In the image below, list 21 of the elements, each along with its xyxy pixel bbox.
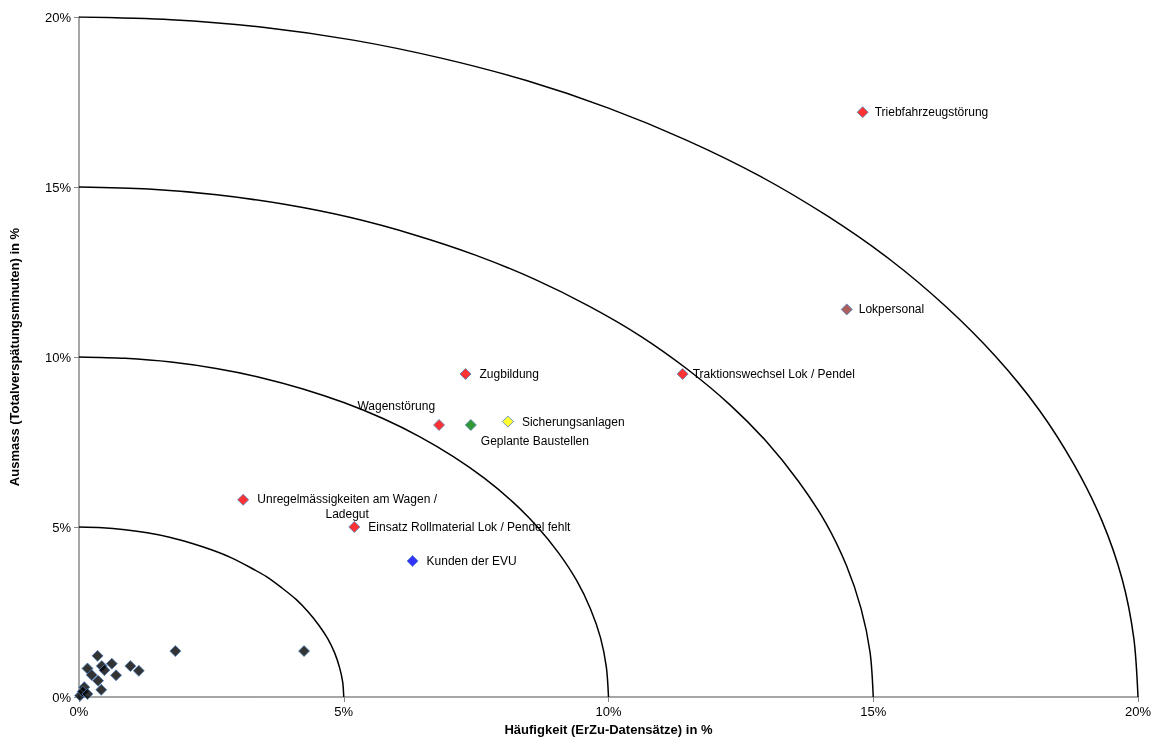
annotation: Sicherungsanlagen (521, 414, 625, 429)
y-tick-label: 5% (52, 519, 72, 535)
x-axis-title: Häufigkeit (ErZu-Datensätze) in % (504, 721, 713, 737)
y-tick-label: 0% (52, 689, 72, 705)
annotation: Lokpersonal (858, 302, 925, 317)
annotation: Traktionswechsel Lok / Pendel (692, 367, 855, 381)
y-tick-label: 10% (44, 349, 72, 365)
annotation: Wagenstörung (357, 399, 436, 413)
x-tick-label: 20% (1124, 704, 1152, 719)
x-tick-label: 15% (860, 704, 887, 719)
annotation: Unregelmässigkeiten am Wagen / Ladegut (257, 492, 438, 522)
x-tick-label: 10% (595, 704, 622, 719)
y-tick-label: 20% (44, 9, 72, 25)
y-axis-title: Ausmass (Totalverspätungsminuten) in % (7, 227, 22, 487)
y-tick-label: 15% (44, 179, 72, 195)
annotation: Zugbildung (479, 367, 539, 381)
x-tick-label: 5% (334, 704, 354, 719)
x-tick-label: 0% (69, 704, 89, 719)
annotation: Geplante Baustellen (480, 434, 589, 448)
annotation: Kunden der EVU (426, 554, 517, 568)
annotation: Triebfahrzeugstörung (874, 105, 989, 120)
